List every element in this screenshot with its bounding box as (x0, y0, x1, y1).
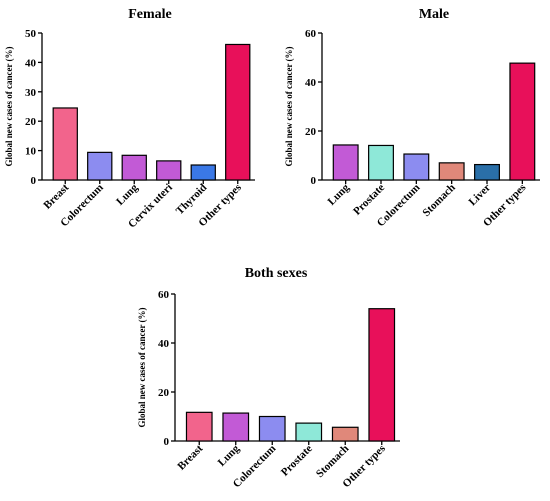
y-tick-label: 20 (305, 126, 317, 138)
bar-colorectum (87, 151, 113, 181)
bar-stomach (438, 162, 465, 181)
y-tick-label: 10 (25, 146, 37, 158)
bar-lung (222, 412, 250, 442)
bar-thyroid (190, 164, 216, 181)
y-tick-label: 0 (164, 436, 170, 448)
bar-lung (332, 144, 359, 181)
bar-breast (52, 107, 78, 181)
chart-title: Male (419, 7, 449, 22)
y-tick-label: 20 (25, 116, 37, 128)
bar-liver (474, 163, 500, 181)
chart-title: Female (128, 7, 172, 22)
y-tick-label: 60 (158, 289, 170, 301)
x-tick-label: Liver (466, 182, 493, 209)
y-tick-label: 0 (31, 175, 37, 187)
x-tick-label: Lung (114, 181, 141, 208)
x-tick-label: Stomach (314, 443, 351, 480)
y-axis-label: Global new cases of cancer (%) (284, 46, 294, 166)
x-tick-label: Lung (326, 181, 353, 208)
x-tick-label: Prostate (279, 443, 315, 479)
x-tick-label: Breast (175, 442, 205, 472)
y-tick-label: 40 (305, 77, 317, 89)
bar-other-types (509, 62, 536, 181)
chart-panel-2: Male Global new cases of cancer (%) 0 20 40 6… (284, 7, 540, 229)
x-tick-label: Stomach (420, 182, 457, 219)
bar-prostate (295, 422, 323, 442)
bar-stomach (331, 426, 359, 442)
y-tick-label: 40 (25, 57, 37, 69)
y-tick-label: 30 (25, 87, 37, 99)
y-tick-label: 40 (158, 338, 170, 350)
bar-colorectum (403, 153, 430, 181)
y-tick-label: 20 (158, 387, 170, 399)
chart-title: Both sexes (245, 266, 308, 281)
bar-breast (185, 411, 213, 442)
chart-panel-3: Both sexes Global new cases of cancer (%)… (137, 266, 400, 490)
bar-other-types (225, 43, 251, 181)
y-tick-label: 60 (305, 28, 317, 40)
bar-other-types (368, 308, 396, 442)
y-tick-label: 0 (311, 175, 317, 187)
chart-panel-1: Female Global new cases of cancer (%) 0 10 2… (4, 7, 255, 231)
y-tick-label: 50 (25, 28, 37, 40)
x-tick-label: Lung (216, 442, 243, 469)
bar-lung (121, 154, 147, 181)
x-tick-label: Breast (41, 181, 71, 211)
x-tick-label: Prostate (351, 182, 387, 218)
bar-colorectum (258, 415, 286, 442)
y-axis-label: Global new cases of cancer (%) (4, 46, 14, 166)
y-axis-label: Global new cases of cancer (%) (137, 307, 147, 427)
bar-prostate (368, 144, 394, 181)
bar-cervix-uteri (156, 160, 182, 181)
